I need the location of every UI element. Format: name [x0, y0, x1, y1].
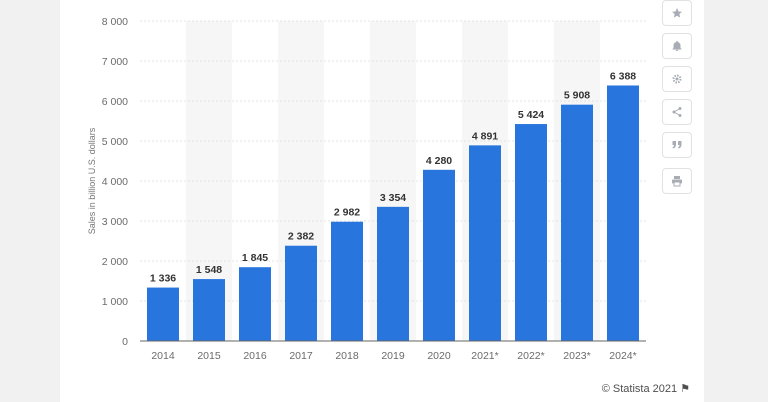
bar — [607, 85, 639, 341]
flag-icon: ⚑ — [680, 383, 690, 395]
bar — [193, 279, 225, 341]
y-tick-label: 4 000 — [102, 176, 128, 188]
y-tick-label: 8 000 — [102, 16, 128, 28]
bar-value-label: 5 908 — [564, 90, 590, 102]
x-tick-label: 2022* — [517, 350, 544, 362]
y-axis-title: Sales in billion U.S. dollars — [87, 127, 97, 234]
x-tick-label: 2021* — [471, 350, 498, 362]
favorite-star-icon[interactable] — [662, 0, 692, 26]
bar — [423, 169, 455, 341]
y-tick-label: 1 000 — [102, 296, 128, 308]
y-tick-label: 6 000 — [102, 96, 128, 108]
x-tick-label: 2017 — [289, 350, 313, 362]
settings-gear-icon[interactable] — [662, 66, 692, 92]
bar — [469, 145, 501, 341]
y-tick-label: 7 000 — [102, 56, 128, 68]
x-tick-label: 2020 — [427, 350, 451, 362]
bar-value-label: 2 382 — [288, 231, 314, 243]
bar-value-label: 3 354 — [380, 192, 406, 204]
x-tick-label: 2023* — [563, 350, 590, 362]
y-tick-label: 5 000 — [102, 136, 128, 148]
x-tick-label: 2015 — [197, 350, 221, 362]
bar — [561, 104, 593, 342]
y-tick-label: 3 000 — [102, 216, 128, 228]
bar — [239, 267, 271, 341]
credit-text: © Statista 2021 — [601, 383, 678, 395]
y-tick-label: 0 — [122, 336, 128, 348]
bar — [377, 206, 409, 341]
bar — [147, 287, 179, 341]
bar-value-label: 1 548 — [196, 264, 222, 276]
bar-value-label: 6 388 — [610, 70, 636, 82]
bar-value-label: 1 336 — [150, 273, 176, 285]
x-tick-label: 2018 — [335, 350, 359, 362]
share-icon[interactable] — [662, 99, 692, 125]
x-tick-label: 2019 — [381, 350, 405, 362]
print-icon[interactable] — [662, 168, 692, 194]
bar — [331, 221, 363, 341]
x-tick-label: 2014 — [151, 350, 175, 362]
y-tick-label: 2 000 — [102, 256, 128, 268]
bar-value-label: 1 845 — [242, 252, 268, 264]
bar-value-label: 2 982 — [334, 207, 360, 219]
notification-bell-icon[interactable] — [662, 33, 692, 59]
statista-credit[interactable]: © Statista 2021 ⚑ — [560, 382, 690, 395]
x-tick-label: 2016 — [243, 350, 267, 362]
bar-value-label: 4 891 — [472, 130, 498, 142]
bar — [285, 245, 317, 341]
x-tick-label: 2024* — [609, 350, 636, 362]
bar — [515, 124, 547, 341]
bar-value-label: 5 424 — [518, 109, 544, 121]
bar-value-label: 4 280 — [426, 155, 452, 167]
cite-quote-icon[interactable] — [662, 132, 692, 158]
